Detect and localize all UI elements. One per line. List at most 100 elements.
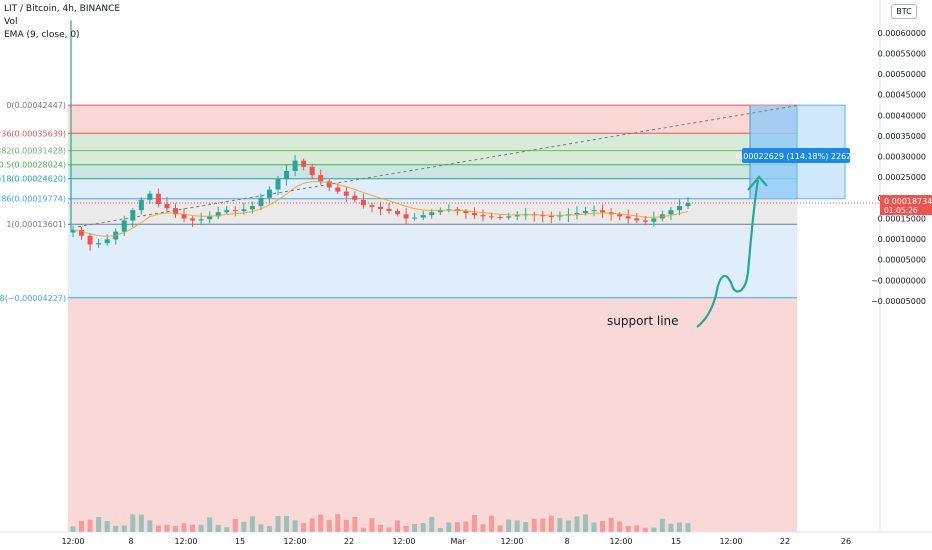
currency-badge[interactable]: BTC	[891, 4, 917, 19]
volume-bar	[79, 520, 85, 532]
candle-body	[258, 197, 264, 207]
volume-bar	[574, 516, 580, 532]
x-tick-label: 12:00	[609, 537, 632, 546]
candle-body	[181, 214, 187, 219]
projection-arrow-path	[696, 179, 760, 328]
arrow-head-icon	[747, 175, 768, 191]
fib-zone-4	[68, 178, 797, 199]
volume-bar	[600, 520, 606, 532]
volume-bar	[659, 518, 665, 532]
y-tick-label: −0.00000000	[871, 276, 926, 285]
y-tick-label: 0.00010000	[878, 235, 926, 244]
fib-label-4: 0.618(0.00024620)	[0, 175, 66, 184]
x-tick-label: 22	[780, 537, 790, 546]
fib-label-1: 0.236(0.00035639)	[0, 129, 66, 138]
volume-bar	[403, 525, 409, 532]
volume-bar	[437, 527, 443, 532]
fib-retracement[interactable]: 0(0.00042447) 0.236(0.00035639) 0.382(0.00…	[0, 101, 797, 532]
candle-body	[164, 203, 170, 209]
candle-body	[471, 213, 477, 216]
candle-body	[651, 218, 657, 222]
y-tick-label: 0.00035000	[878, 132, 926, 141]
candle-body	[309, 166, 315, 176]
volume-bar	[429, 516, 435, 532]
volume-bar	[181, 523, 187, 532]
volume-bar	[343, 519, 349, 532]
candle-body	[241, 209, 247, 211]
volume-bar	[617, 521, 623, 532]
candle-body	[190, 218, 196, 221]
y-tick-label: 0.00030000	[878, 153, 926, 162]
candle-body	[514, 215, 520, 217]
x-tick-label: 12:00	[174, 537, 197, 546]
candle-body	[121, 220, 127, 232]
y-tick-label: 0.00040000	[878, 111, 926, 120]
candle-body	[215, 212, 221, 217]
candle-body	[429, 212, 435, 216]
volume-bar	[138, 514, 144, 532]
y-tick-label: 0.00045000	[878, 91, 926, 100]
x-tick-label: 12:00	[61, 537, 84, 546]
fib-zone-1	[68, 133, 797, 151]
candle-body	[591, 210, 597, 212]
volume-bar	[642, 527, 648, 532]
volume-bar	[565, 520, 571, 532]
volume-bar	[489, 515, 495, 532]
candle-body	[685, 203, 691, 207]
volume-bar	[514, 520, 520, 532]
candle-body	[301, 160, 307, 167]
candle-body	[87, 235, 93, 245]
fib-zone-extension	[68, 297, 797, 532]
candle-series	[70, 20, 691, 251]
volume-bar	[301, 522, 307, 532]
volume-indicator-label[interactable]: Vol	[4, 17, 18, 27]
volume-bar	[369, 518, 375, 532]
volume-series	[70, 514, 691, 532]
candle-body	[70, 229, 76, 233]
candle-body	[173, 208, 178, 215]
volume-bar	[326, 519, 332, 532]
volume-bar	[318, 514, 324, 532]
candle-body	[583, 210, 588, 214]
volume-bar	[668, 523, 674, 532]
volume-bar	[232, 518, 238, 532]
y-tick-label: 0.00050000	[878, 70, 926, 79]
x-tick-label: Mar	[450, 537, 466, 546]
fib-label-5: 0.786(0.00019774)	[0, 195, 66, 204]
volume-bar	[258, 524, 264, 532]
candle-body	[104, 239, 110, 244]
candle-body	[96, 243, 102, 245]
candle-body	[506, 216, 512, 218]
volume-bar	[104, 521, 110, 532]
candle-body	[676, 206, 682, 211]
candle-body	[369, 205, 375, 207]
candle-body	[224, 210, 230, 213]
fib-zone-2	[68, 150, 797, 165]
fib-label-7: 1.618(−0.00004227)	[0, 294, 66, 303]
candle-body	[548, 215, 554, 217]
fib-label-6: 1(0.00013601)	[6, 220, 66, 229]
volume-bar	[207, 517, 213, 532]
volume-bar	[454, 522, 460, 532]
candle-body	[420, 215, 426, 218]
x-tick-label: 26	[841, 537, 851, 546]
volume-bar	[147, 520, 153, 532]
candle-body	[79, 229, 85, 236]
ema-indicator-label[interactable]: EMA (9, close, 0)	[4, 30, 80, 40]
x-tick-label: 15	[235, 537, 245, 546]
volume-bar	[548, 515, 554, 532]
candle-body	[403, 214, 409, 219]
y-tick-label: 0.00015000	[878, 214, 926, 223]
candle-body	[557, 215, 563, 217]
candle-body	[600, 210, 606, 213]
fib-zone-3	[68, 164, 797, 179]
volume-bar	[625, 525, 631, 532]
volume-bar	[190, 524, 196, 532]
y-tick-label: 0.00055000	[878, 49, 926, 58]
volume-bar	[224, 527, 230, 532]
volume-bar	[531, 518, 537, 532]
volume-bar	[360, 527, 366, 532]
fib-label-2: 0.382(0.00031428)	[0, 147, 66, 156]
